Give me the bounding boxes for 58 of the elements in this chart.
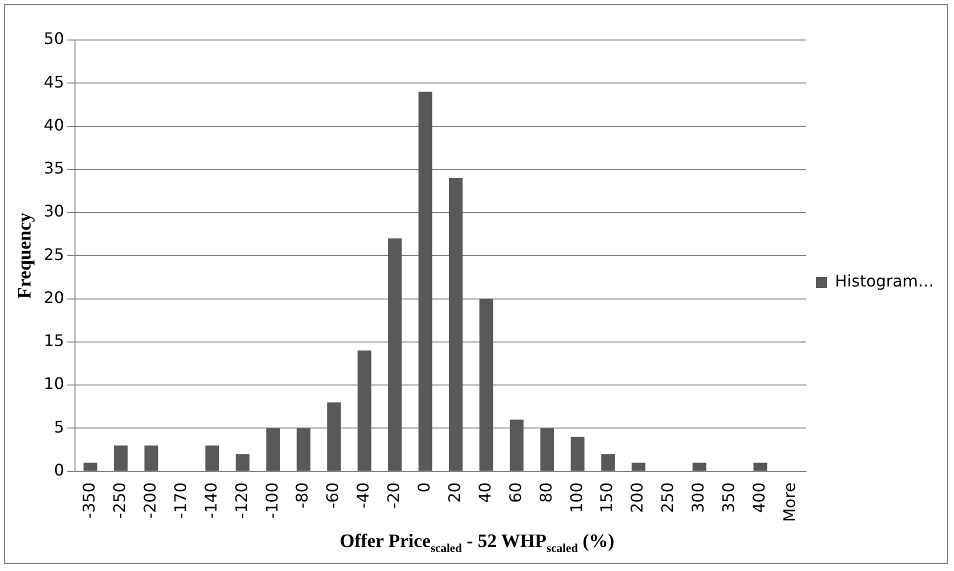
x-tick-label: 250 [658, 482, 678, 513]
y-tick-label: 35 [44, 158, 64, 178]
bar [205, 445, 220, 471]
x-tick-label: More [780, 482, 799, 522]
x-tick-label: -100 [262, 482, 282, 519]
bar [540, 428, 554, 471]
x-tick-label: -170 [170, 482, 190, 519]
y-axis-title: Frequency [14, 212, 36, 299]
bar [510, 420, 524, 471]
bar [388, 238, 402, 471]
y-tick-label: 20 [44, 288, 64, 307]
y-tick-label: 45 [44, 72, 64, 92]
y-tick-label: 30 [44, 202, 64, 221]
x-tick-label: -200 [140, 482, 160, 519]
legend-label: Histogram… [835, 272, 934, 291]
bar [236, 454, 250, 471]
x-tick-label: -80 [292, 482, 312, 508]
bar [266, 428, 280, 471]
y-tick-label: 5 [54, 417, 64, 436]
y-tick-label: 50 [44, 29, 64, 48]
x-tick-label: 20 [444, 482, 464, 503]
bar [632, 462, 646, 471]
bar [296, 428, 310, 471]
x-tick-label: 0 [414, 482, 434, 493]
x-tick-label: 200 [628, 482, 647, 513]
x-tick-label: -140 [201, 482, 220, 519]
x-tick-label: 150 [597, 482, 616, 513]
x-tick-label: 350 [719, 482, 738, 513]
bar [448, 178, 463, 471]
bar [692, 462, 706, 471]
bar [418, 92, 432, 471]
bar [601, 454, 615, 471]
x-tick-label: 400 [749, 482, 768, 513]
bar [479, 298, 494, 471]
y-tick-label: 25 [44, 244, 64, 264]
x-axis-title: Offer Price$_{scaled}$ - 52 WHP$_{scaled}$ (%) [338, 531, 616, 556]
x-tick-label: -60 [323, 482, 342, 508]
x-tick-label: -350 [80, 482, 99, 519]
bar [114, 445, 128, 471]
y-tick-label: 10 [44, 374, 64, 394]
bar [570, 436, 584, 471]
x-tick-label: -120 [232, 482, 251, 519]
y-tick-label: 0 [54, 460, 64, 480]
x-tick-label: 80 [536, 482, 556, 503]
x-tick-label: 100 [566, 482, 586, 513]
bar [358, 350, 372, 471]
y-tick-label: 40 [44, 115, 64, 134]
bar [144, 445, 158, 471]
x-tick-label: -250 [110, 482, 129, 519]
bar [84, 462, 98, 471]
x-tick-label: -20 [384, 482, 404, 508]
bar [327, 402, 341, 471]
x-tick-label: 60 [506, 482, 525, 503]
x-tick-label: 300 [688, 482, 708, 513]
y-tick-label: 15 [44, 331, 64, 350]
x-tick-label: 40 [475, 482, 494, 503]
bar [753, 462, 768, 471]
x-tick-label: -40 [354, 482, 373, 508]
